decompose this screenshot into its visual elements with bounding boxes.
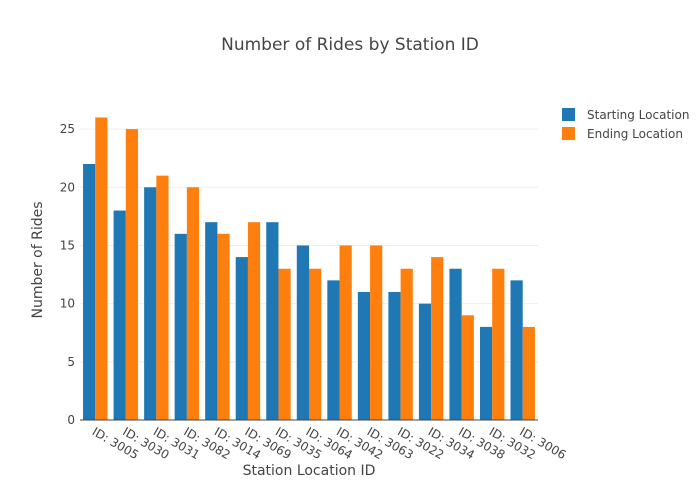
bar[interactable] [370, 245, 383, 420]
x-axis-title: Station Location ID [243, 463, 376, 479]
bar[interactable] [418, 303, 432, 420]
bar[interactable] [205, 222, 218, 420]
bar[interactable] [113, 210, 126, 420]
bar[interactable] [83, 164, 96, 420]
legend-swatch[interactable] [562, 127, 575, 140]
chart-title: Number of Rides by Station ID [221, 35, 479, 55]
bar[interactable] [95, 117, 108, 421]
bar[interactable] [449, 268, 462, 420]
bar[interactable] [144, 187, 157, 420]
bar[interactable] [522, 326, 535, 420]
bar[interactable] [156, 175, 169, 420]
bars [83, 117, 535, 421]
legend[interactable]: Starting Location Ending Location [562, 108, 689, 141]
y-tick-label: 0 [67, 413, 75, 427]
y-tick-label: 20 [60, 180, 75, 194]
bar[interactable] [327, 280, 340, 420]
y-tick-label: 25 [60, 122, 75, 136]
bar[interactable] [235, 257, 248, 420]
bar[interactable] [431, 257, 444, 420]
bar[interactable] [357, 292, 371, 420]
bar[interactable] [266, 222, 279, 420]
y-tick-label: 15 [60, 238, 75, 252]
legend-label[interactable]: Ending Location [587, 127, 683, 141]
y-axis-ticks: 0 5 10 15 20 25 [60, 122, 75, 427]
legend-swatch[interactable] [562, 108, 575, 121]
bar[interactable] [247, 222, 261, 420]
bar[interactable] [479, 326, 493, 420]
y-tick-label: 5 [67, 355, 75, 369]
bar[interactable] [400, 268, 413, 420]
bar[interactable] [174, 233, 187, 420]
bar[interactable] [492, 268, 505, 420]
bar[interactable] [339, 245, 352, 420]
bar[interactable] [510, 280, 523, 420]
bar[interactable] [461, 315, 474, 420]
bar[interactable] [388, 292, 401, 420]
bar[interactable] [186, 187, 200, 420]
bar[interactable] [278, 268, 291, 420]
legend-label[interactable]: Starting Location [587, 108, 689, 122]
y-tick-label: 10 [60, 297, 75, 311]
bar[interactable] [125, 129, 139, 420]
bar[interactable] [296, 245, 309, 420]
y-axis-title: Number of Rides [30, 201, 46, 318]
bar[interactable] [309, 268, 322, 420]
bar[interactable] [217, 233, 230, 420]
